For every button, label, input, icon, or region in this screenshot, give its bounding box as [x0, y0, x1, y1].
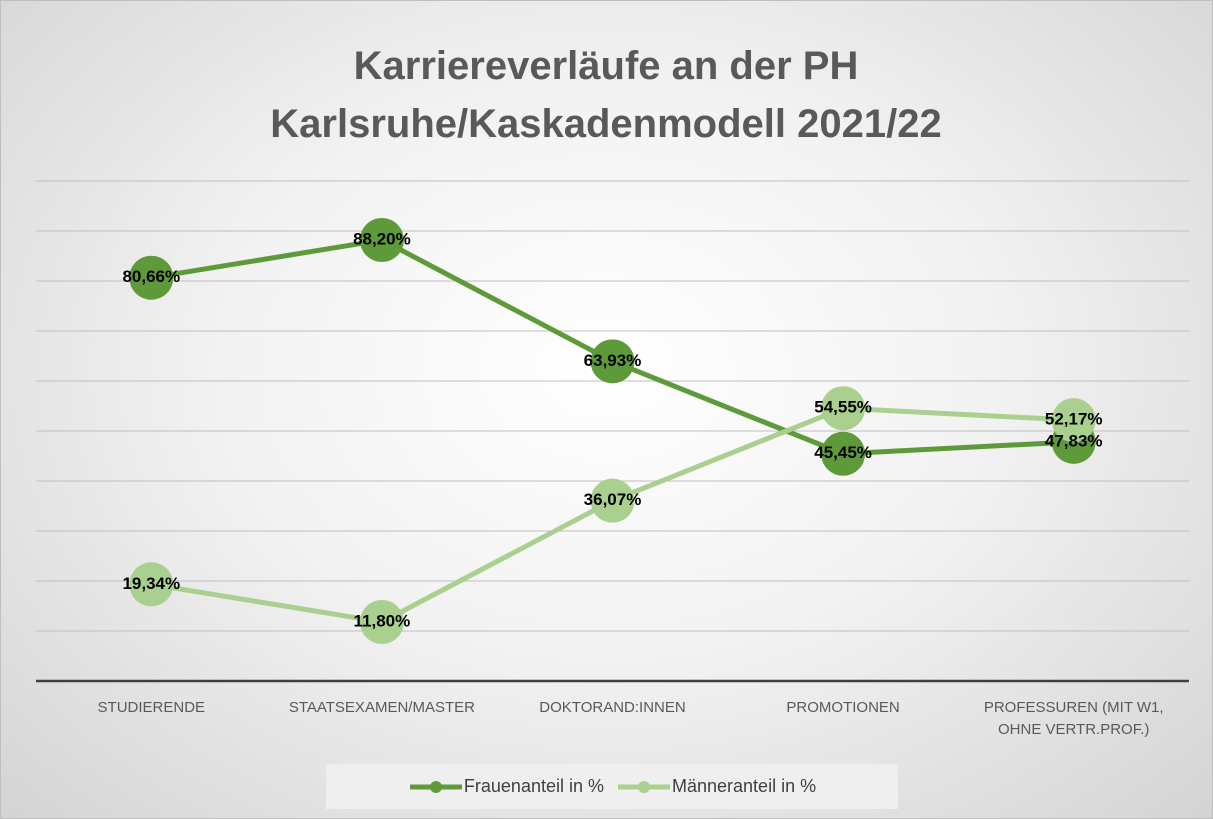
x-tick-label: STUDIERENDE: [97, 699, 206, 716]
data-label: 52,17%: [1045, 410, 1103, 429]
point: [129, 562, 174, 607]
point: [821, 386, 866, 431]
legend: Frauenanteil in % Männeranteil in %: [326, 764, 898, 809]
data-label: 45,45%: [814, 443, 872, 462]
legend-marker: [429, 780, 442, 793]
data-label: 11,80%: [354, 611, 411, 630]
x-tick-label: PROFESSUREN (MIT W1, OHNE VERTR.PROF.): [983, 699, 1164, 738]
point: [590, 478, 635, 523]
data-label: 54,55%: [814, 398, 872, 417]
point: [359, 600, 404, 644]
legend-label: Frauenanteil in %: [463, 776, 604, 796]
data-label: 88,20%: [353, 229, 411, 248]
data-label: 80,66%: [122, 267, 180, 286]
chart-title: Karriereverläufe an der PH Karlsruhe/Kas…: [270, 44, 942, 146]
x-tick-label: PROMOTIONEN: [786, 699, 900, 716]
data-label: 63,93%: [584, 351, 642, 370]
legend-marker: [638, 780, 650, 793]
data-label: 19,34%: [122, 574, 180, 593]
legend-entry: Frauenanteil in %: [408, 776, 604, 797]
legend-key: [618, 780, 670, 793]
point: [821, 431, 866, 476]
legend-entry: Männeranteil in %: [616, 776, 816, 797]
legend-label: Männeranteil in %: [672, 776, 817, 796]
point: [1051, 398, 1096, 443]
x-tick-label: STAATSEXAMEN/MASTER: [288, 699, 475, 716]
legend-key: [409, 780, 462, 793]
data-label: 47,83%: [1045, 431, 1103, 450]
point: [359, 218, 404, 262]
data-label: 36,07%: [584, 490, 642, 509]
point: [129, 255, 174, 300]
point: [590, 339, 635, 384]
x-tick-label: DOKTORAND:INNEN: [539, 699, 686, 716]
